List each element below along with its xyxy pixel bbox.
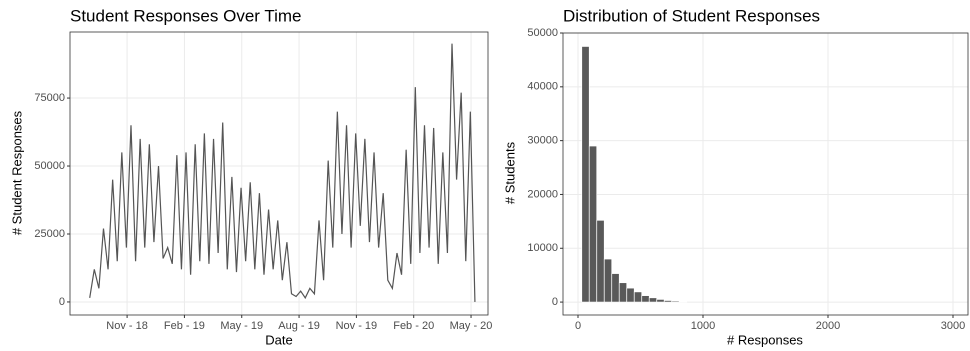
bar — [633, 291, 643, 303]
x-tick-label: 1000 — [691, 320, 715, 332]
bar — [603, 258, 613, 303]
x-tick-label: Nov - 19 — [336, 320, 378, 332]
panel-border — [562, 32, 969, 316]
y-tick-label: 50000 — [34, 160, 65, 172]
x-tick-label: Feb - 19 — [164, 320, 205, 332]
x-tick-label: 0 — [575, 320, 581, 332]
bar — [611, 273, 620, 303]
y-tick-label: 0 — [552, 296, 558, 308]
y-tick-label: 50000 — [527, 27, 558, 39]
y-tick-label: 40000 — [527, 81, 558, 93]
bar — [596, 219, 605, 303]
y-tick-label: 30000 — [527, 135, 558, 147]
bar — [641, 295, 650, 303]
bar — [648, 297, 658, 303]
chart-title: Student Responses Over Time — [70, 6, 302, 25]
y-tick-label: 25000 — [34, 228, 65, 240]
chart-title: Distribution of Student Responses — [563, 6, 820, 25]
bar — [618, 282, 628, 303]
x-tick-label: May - 19 — [220, 320, 263, 332]
bar — [671, 300, 680, 303]
x-tick-label: Feb - 20 — [393, 320, 434, 332]
x-axis-label: Date — [265, 332, 292, 347]
bar — [656, 299, 665, 303]
data-line — [89, 43, 476, 302]
y-axis-label: # Students — [502, 141, 517, 204]
bar — [588, 145, 598, 303]
y-tick-label: 10000 — [527, 242, 558, 254]
y-axis-label: # Student Responses — [9, 110, 24, 235]
bar — [663, 300, 673, 303]
x-axis-label: # Responses — [727, 332, 803, 347]
panel-border — [69, 31, 489, 316]
y-tick-label: 20000 — [527, 188, 558, 200]
bar — [678, 301, 688, 303]
y-tick-label: 75000 — [34, 92, 65, 104]
y-tick-label: 0 — [59, 296, 65, 308]
x-tick-label: May - 20 — [450, 320, 493, 332]
bar — [626, 287, 635, 303]
x-tick-label: Aug - 19 — [278, 320, 320, 332]
x-tick-label: 3000 — [941, 320, 965, 332]
bar — [581, 46, 590, 303]
x-tick-label: 2000 — [816, 320, 840, 332]
x-tick-label: Nov - 18 — [106, 320, 148, 332]
